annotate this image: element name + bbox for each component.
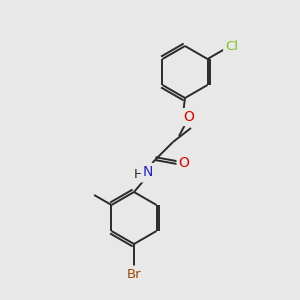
Text: Cl: Cl bbox=[225, 40, 238, 53]
Text: O: O bbox=[178, 156, 189, 170]
Text: Br: Br bbox=[127, 268, 141, 281]
Text: O: O bbox=[184, 110, 194, 124]
Text: H: H bbox=[134, 167, 144, 181]
Text: N: N bbox=[143, 165, 153, 179]
